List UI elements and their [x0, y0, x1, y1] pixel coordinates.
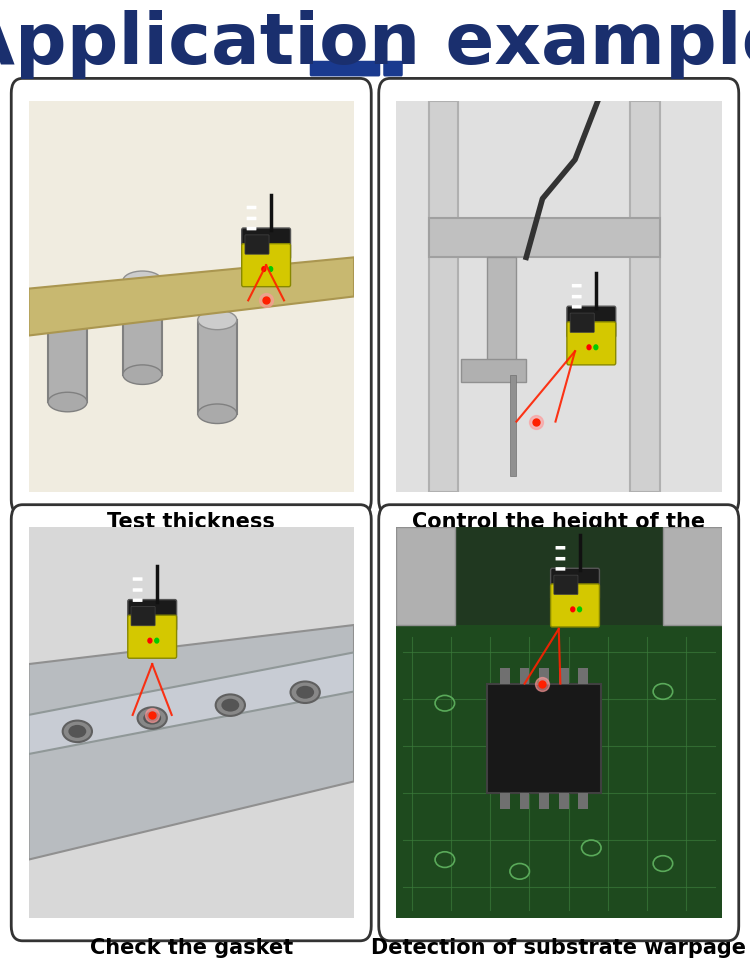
Bar — [488, 258, 517, 374]
FancyBboxPatch shape — [567, 321, 616, 365]
FancyBboxPatch shape — [572, 305, 581, 309]
FancyBboxPatch shape — [554, 575, 578, 595]
Bar — [578, 668, 588, 684]
Circle shape — [268, 267, 273, 271]
Text: distribution head: distribution head — [457, 539, 661, 559]
FancyBboxPatch shape — [242, 228, 290, 260]
FancyBboxPatch shape — [133, 577, 142, 581]
Ellipse shape — [143, 711, 161, 724]
Ellipse shape — [221, 699, 239, 711]
Circle shape — [262, 267, 266, 271]
Ellipse shape — [63, 720, 92, 742]
Ellipse shape — [198, 404, 237, 423]
Polygon shape — [28, 653, 354, 754]
Text: Control the height of the: Control the height of the — [413, 512, 705, 531]
Ellipse shape — [68, 725, 86, 738]
Ellipse shape — [48, 392, 87, 412]
Bar — [123, 281, 162, 374]
Bar — [510, 374, 517, 476]
FancyBboxPatch shape — [11, 505, 371, 941]
FancyBboxPatch shape — [11, 78, 371, 514]
Bar — [396, 625, 722, 918]
FancyBboxPatch shape — [556, 567, 566, 570]
Bar — [488, 684, 601, 793]
Text: Check the gasket: Check the gasket — [90, 938, 292, 957]
Ellipse shape — [123, 365, 162, 384]
Polygon shape — [28, 625, 354, 859]
Bar — [500, 793, 510, 808]
FancyBboxPatch shape — [310, 61, 380, 76]
Bar — [539, 793, 549, 808]
Bar — [48, 308, 87, 402]
FancyBboxPatch shape — [247, 206, 256, 210]
Circle shape — [587, 345, 591, 350]
Circle shape — [578, 607, 581, 612]
Bar — [630, 101, 660, 492]
FancyBboxPatch shape — [379, 505, 739, 941]
FancyBboxPatch shape — [550, 568, 599, 600]
FancyBboxPatch shape — [556, 546, 566, 550]
FancyBboxPatch shape — [242, 244, 290, 287]
Bar — [428, 219, 660, 258]
FancyBboxPatch shape — [128, 600, 176, 631]
Bar — [461, 359, 526, 382]
Bar — [396, 527, 454, 625]
Ellipse shape — [216, 695, 245, 716]
FancyBboxPatch shape — [133, 599, 142, 602]
FancyBboxPatch shape — [131, 607, 155, 626]
FancyBboxPatch shape — [247, 217, 256, 221]
Text: Detection of substrate warpage: Detection of substrate warpage — [371, 938, 746, 957]
Circle shape — [148, 638, 152, 643]
Ellipse shape — [123, 271, 162, 291]
Bar — [198, 319, 237, 414]
Bar — [663, 527, 722, 625]
Text: Test thickness: Test thickness — [107, 512, 275, 531]
Ellipse shape — [296, 686, 314, 699]
Ellipse shape — [290, 681, 320, 703]
FancyBboxPatch shape — [550, 584, 599, 627]
FancyBboxPatch shape — [133, 588, 142, 592]
FancyBboxPatch shape — [556, 557, 566, 561]
Bar — [539, 668, 549, 684]
Ellipse shape — [137, 708, 166, 729]
FancyBboxPatch shape — [572, 295, 581, 298]
FancyBboxPatch shape — [245, 235, 269, 254]
Text: Application example: Application example — [0, 10, 750, 78]
Ellipse shape — [198, 310, 237, 329]
Bar — [520, 668, 530, 684]
Bar — [428, 101, 457, 492]
Bar — [578, 793, 588, 808]
Bar — [559, 793, 568, 808]
Ellipse shape — [48, 298, 87, 318]
Polygon shape — [28, 258, 354, 335]
Bar — [559, 668, 568, 684]
FancyBboxPatch shape — [247, 226, 256, 230]
Bar — [520, 793, 530, 808]
FancyBboxPatch shape — [572, 284, 581, 287]
Bar — [500, 668, 510, 684]
Circle shape — [571, 607, 574, 612]
Circle shape — [594, 345, 598, 350]
FancyBboxPatch shape — [567, 306, 616, 337]
FancyBboxPatch shape — [379, 78, 739, 514]
FancyBboxPatch shape — [570, 313, 594, 332]
Circle shape — [154, 638, 159, 643]
FancyBboxPatch shape — [128, 615, 176, 659]
FancyBboxPatch shape — [383, 61, 403, 76]
